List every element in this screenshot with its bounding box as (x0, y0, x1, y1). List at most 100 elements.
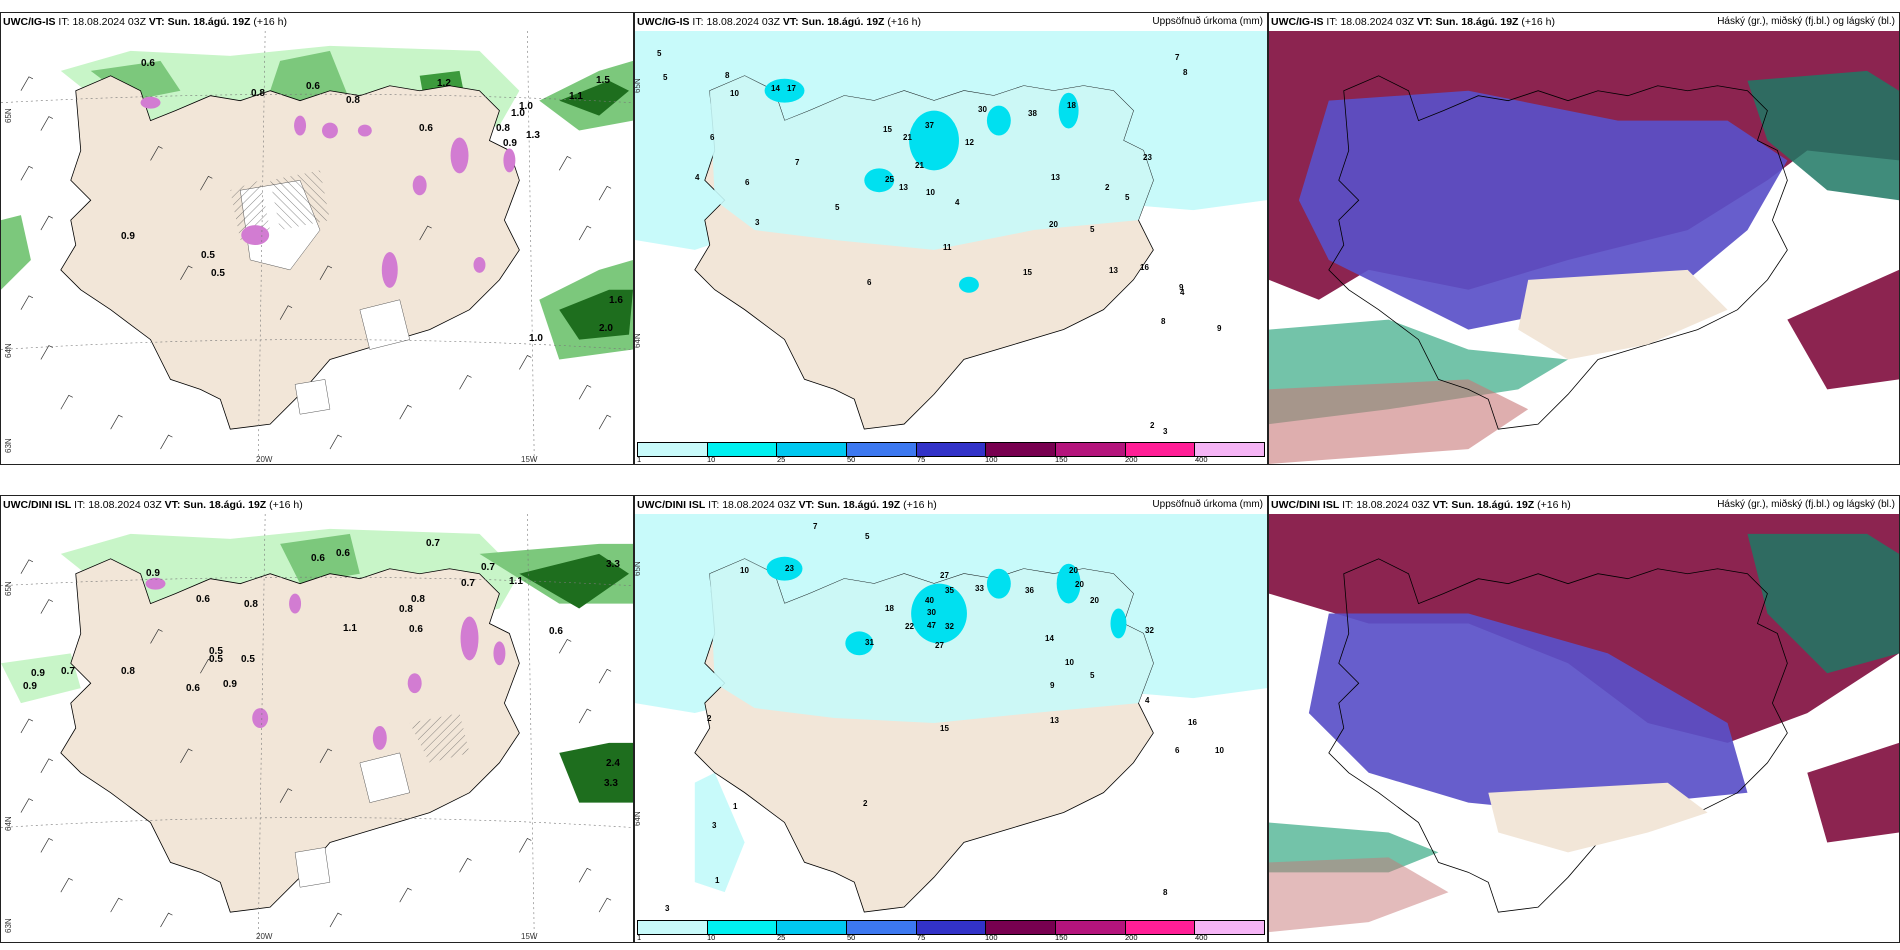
legend-swatch (707, 921, 778, 934)
precip-value: 3 (665, 904, 670, 913)
precip-value: 0.6 (336, 548, 350, 559)
legend-swatch (777, 921, 848, 934)
lat-label: 65N (634, 561, 642, 576)
map-area[interactable] (1, 514, 633, 942)
precip-value: 20 (1090, 596, 1099, 605)
precip-value: 36 (1025, 586, 1034, 595)
precip-value: 18 (885, 604, 894, 613)
precip-value: 38 (1028, 109, 1037, 118)
precip-legend: 1 10 25 50 75 100 150 200 400 (635, 918, 1267, 942)
precip-value: 0.8 (251, 88, 265, 99)
legend-tick: 100 (985, 455, 998, 464)
lat-label: 64N (4, 816, 13, 831)
precip-value: 0.9 (223, 679, 237, 690)
precip-value: 27 (935, 641, 944, 650)
precip-value: 1.6 (609, 295, 623, 306)
init-time: 18.08.2024 03Z (88, 499, 162, 511)
lat-label: 65N (634, 78, 642, 93)
precip-value: 20 (1075, 580, 1084, 589)
precip-value: 0.6 (196, 594, 210, 605)
legend-swatch (847, 921, 917, 934)
valid-time: Sun. 18.ágú. 19Z (817, 499, 901, 511)
precip-value: 0.9 (23, 681, 37, 692)
precip-value: 0.8 (346, 95, 360, 106)
precip-value: 0.7 (461, 578, 475, 589)
map-area[interactable] (1, 31, 633, 464)
legend-swatch (707, 443, 778, 456)
vt-label: VT: (798, 499, 815, 511)
panel-header: UWC/IG-IS IT: 18.08.2024 03Z VT: Sun. 18… (1, 13, 633, 31)
precip-value: 1.5 (596, 75, 610, 86)
lat-label: 65N (4, 581, 13, 596)
map-svg (1269, 514, 1899, 942)
legend-tick: 150 (1055, 455, 1068, 464)
legend-tick: 10 (707, 933, 716, 942)
map-area[interactable] (1269, 31, 1899, 464)
precip-value: 23 (1143, 153, 1152, 162)
precip-value: 35 (945, 586, 954, 595)
precip-value: 1.0 (529, 333, 543, 344)
map-area[interactable] (1269, 514, 1899, 942)
precip-value: 5 (835, 203, 840, 212)
legend-swatch (777, 443, 848, 456)
panel-title: Uppsöfnuð úrkoma (mm) (1152, 499, 1263, 510)
precip-value: 32 (1145, 626, 1154, 635)
panel-header: UWC/DINI ISL IT: 18.08.2024 03Z VT: Sun.… (1, 496, 633, 514)
precip-value: 8 (1163, 888, 1168, 897)
legend-swatch (1125, 921, 1196, 934)
precip-value: 8 (1161, 317, 1166, 326)
legend-swatch (1125, 443, 1196, 456)
precip-value: 27 (940, 571, 949, 580)
vt-label: VT: (1416, 16, 1433, 28)
legend-swatch (638, 443, 708, 456)
precip-value: 5 (663, 73, 668, 82)
valid-time: Sun. 18.ágú. 19Z (801, 16, 885, 28)
precip-value: 0.6 (306, 81, 320, 92)
precip-value: 0.9 (146, 568, 160, 579)
precip-value: 7 (1175, 53, 1180, 62)
map-area[interactable] (635, 514, 1267, 918)
legend-tick: 25 (777, 933, 786, 942)
precip-value: 2.4 (606, 758, 620, 769)
iceland-landmass (1328, 75, 1788, 430)
precip-value: 3 (1163, 427, 1168, 436)
legend-tick: 1 (637, 455, 642, 464)
lon-label: 15W (521, 932, 538, 941)
precip-value: 14 (1045, 634, 1054, 643)
precip-value: 3.3 (606, 559, 620, 570)
lat-label: 64N (634, 811, 642, 826)
legend-swatch (986, 921, 1057, 934)
it-label: IT: (74, 499, 86, 511)
precip-value: 1.3 (526, 130, 540, 141)
precip-value: 2 (707, 714, 712, 723)
map-svg (635, 31, 1267, 440)
precip-value: 5 (1090, 671, 1095, 680)
precip-value: 10 (730, 89, 739, 98)
precip-value: 33 (975, 584, 984, 593)
vt-label: VT: (148, 16, 165, 28)
legend-swatch (1195, 443, 1265, 456)
precip-value: 20 (1049, 220, 1058, 229)
precip-value: 30 (927, 608, 936, 617)
precip-value: 0.5 (241, 654, 255, 665)
legend-tick: 200 (1125, 933, 1138, 942)
precip-value: 13 (899, 183, 908, 192)
precip-value: 4 (695, 173, 700, 182)
lat-label: 63N (4, 438, 13, 453)
legend-colorbar (637, 920, 1265, 935)
legend-tick: 200 (1125, 455, 1138, 464)
legend-tick: 400 (1195, 933, 1208, 942)
precip-value: 6 (867, 278, 872, 287)
precip-value: 0.6 (186, 683, 200, 694)
precip-value: 13 (1051, 173, 1060, 182)
precip-value: 0.5 (209, 646, 223, 657)
precip-value: 22 (905, 622, 914, 631)
precip-value: 21 (903, 133, 912, 142)
map-area[interactable] (635, 31, 1267, 440)
precip-value: 15 (883, 125, 892, 134)
precip-value: 10 (740, 566, 749, 575)
model-name: UWC/DINI ISL (637, 499, 706, 511)
precip-value: 21 (915, 161, 924, 170)
valid-time: Sun. 18.ágú. 19Z (167, 16, 251, 28)
precip-value: 4 (1180, 288, 1185, 297)
